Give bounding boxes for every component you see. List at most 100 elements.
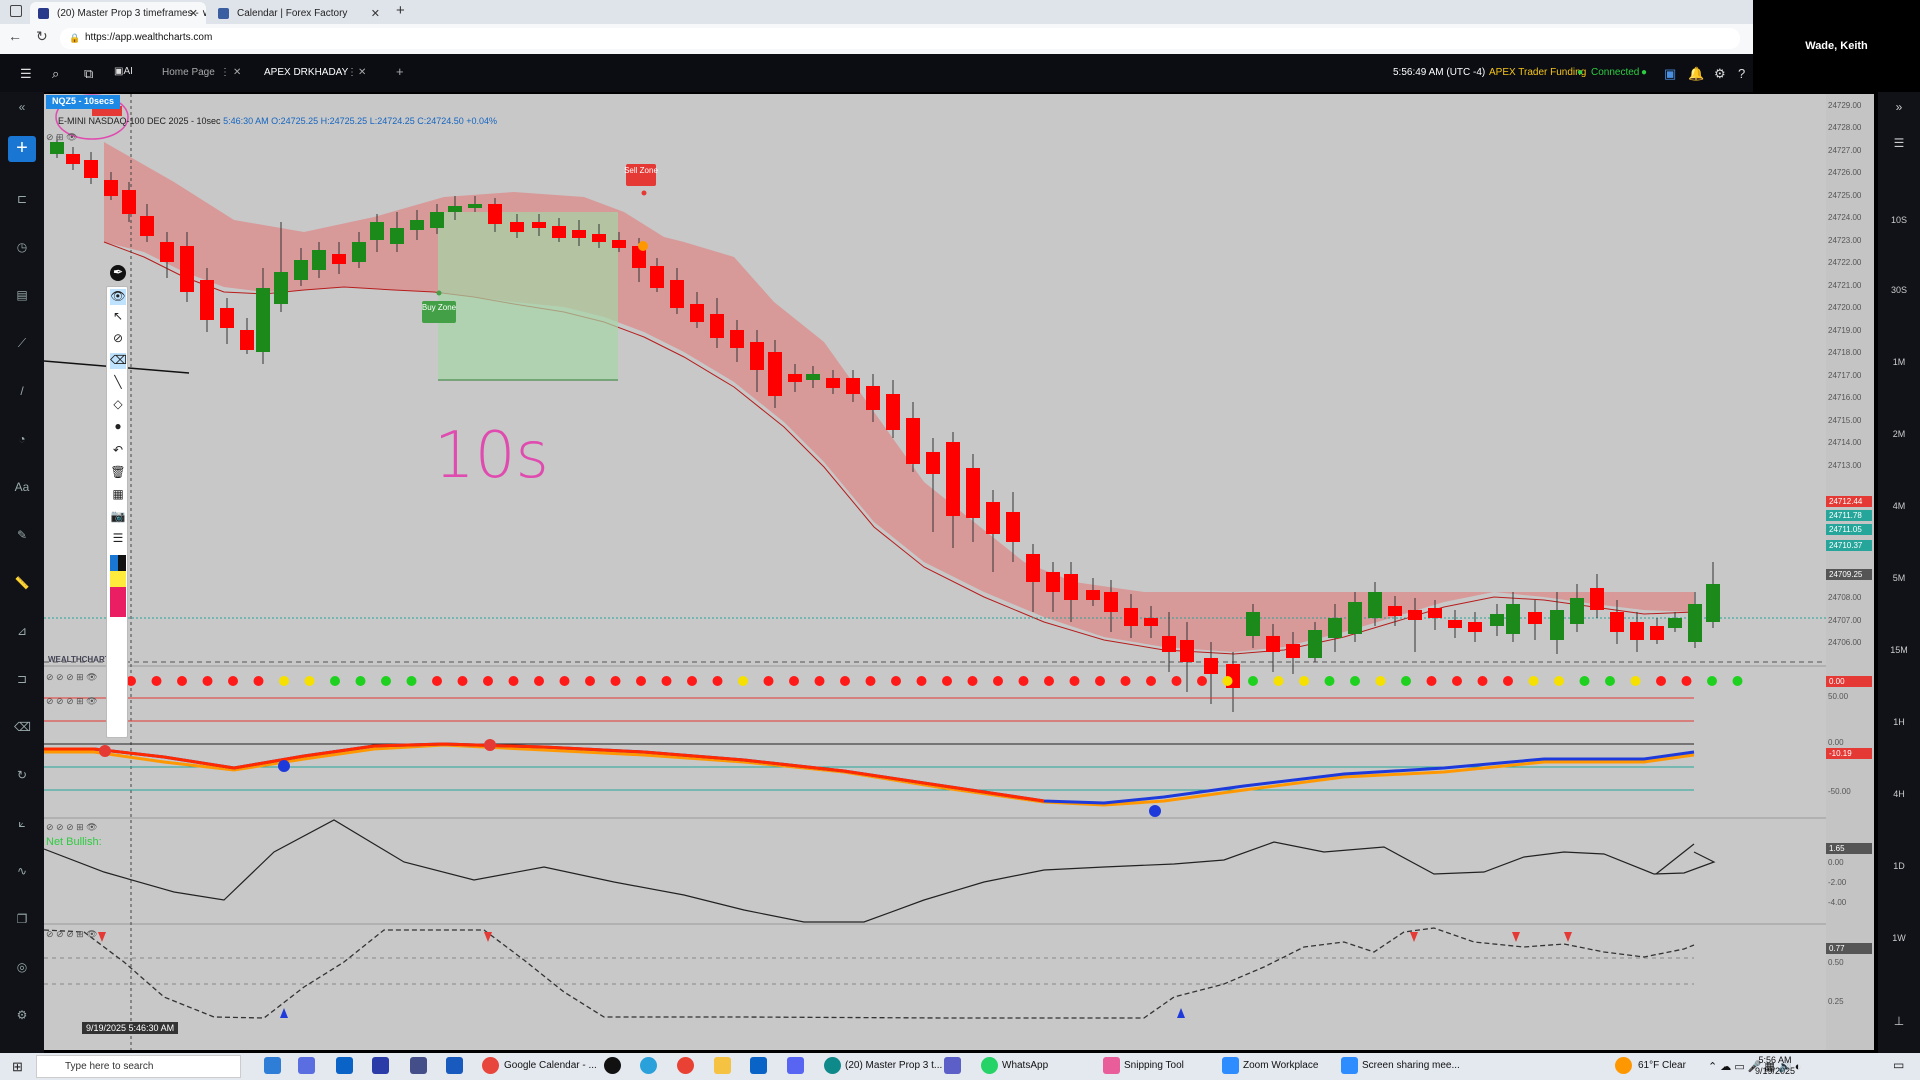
taskbar-snipping-tool[interactable]: Snipping Tool xyxy=(1124,1060,1184,1071)
layout-icon[interactable]: ⊐ xyxy=(16,672,28,686)
copilot-icon[interactable] xyxy=(298,1057,315,1074)
timeframe-5m[interactable]: 5M xyxy=(1892,573,1906,583)
hamburger-menu-icon[interactable]: ☰ xyxy=(20,66,32,81)
eraser-icon[interactable]: ⌫ xyxy=(14,720,31,734)
taskbar-search-input[interactable]: Type here to search xyxy=(36,1055,241,1078)
notes-icon[interactable]: ☰ xyxy=(112,531,124,545)
window-menu-icon[interactable] xyxy=(10,5,22,17)
timeframe-4m[interactable]: 4M xyxy=(1892,501,1906,511)
pen-tool-icon[interactable]: ✒ xyxy=(110,265,126,281)
timeframe-4h[interactable]: 4H xyxy=(1893,789,1905,799)
taskbar-zoom-workplace[interactable]: Zoom Workplace xyxy=(1243,1060,1319,1071)
tab-menu-icon[interactable]: ⋮ xyxy=(347,67,357,78)
outlook-new-icon[interactable] xyxy=(750,1057,767,1074)
color-swatch-yellow[interactable] xyxy=(110,571,126,587)
taskbar-screen-sharing[interactable]: Screen sharing mee... xyxy=(1362,1060,1460,1071)
timeframe-30s[interactable]: 30S xyxy=(1890,285,1907,295)
ind2-controls[interactable]: ⊘ ⊘ ⊘ ⊞ 👁 xyxy=(46,696,98,706)
new-tab-icon[interactable]: + xyxy=(396,2,405,19)
notification-center-icon[interactable]: ▭ xyxy=(1893,1058,1905,1072)
timeframe-1w[interactable]: 1W xyxy=(1892,933,1906,943)
outlook-icon[interactable] xyxy=(336,1057,353,1074)
clock-icon[interactable]: ◷ xyxy=(16,240,28,254)
settings-gear-icon[interactable]: ⚙ xyxy=(1714,66,1726,81)
watchlist-icon[interactable]: ☰ xyxy=(1893,136,1905,150)
close-tab-icon[interactable]: ✕ xyxy=(188,7,198,20)
search-icon[interactable]: ⌕ xyxy=(52,66,60,81)
cursor-icon[interactable]: ↖ xyxy=(112,309,124,323)
timeframe-10s[interactable]: 10S xyxy=(1890,215,1907,225)
snipping-tool-icon[interactable] xyxy=(1103,1057,1120,1074)
url-field[interactable]: https://app.wealthcharts.com xyxy=(60,28,1740,49)
measure-icon[interactable]: ⊿ xyxy=(16,624,28,638)
eraser-icon[interactable]: ◇ xyxy=(113,397,123,411)
target-icon[interactable]: ◎ xyxy=(16,960,28,974)
layers-icon[interactable]: ⧉ xyxy=(84,66,94,81)
add-button[interactable]: + xyxy=(8,136,36,162)
task-view-icon[interactable] xyxy=(264,1057,281,1074)
taskbar-master-prop[interactable]: (20) Master Prop 3 t... xyxy=(845,1060,943,1071)
browser-tab-active[interactable]: (20) Master Prop 3 timeframes - ∨ ✕ xyxy=(30,2,206,24)
firefox-icon[interactable] xyxy=(482,1057,499,1074)
save-icon[interactable]: ▣ xyxy=(1664,66,1677,81)
timeframe-2m[interactable]: 2M xyxy=(1892,429,1906,439)
close-tab-icon[interactable]: ✕ xyxy=(358,67,367,78)
symbol-tag[interactable]: NQZ5 - 10secs xyxy=(46,95,121,109)
tab-apex-drkhaday[interactable]: APEX DRKHADAY xyxy=(264,67,349,78)
price-chart-canvas[interactable]: Sell Zone Buy Zone 10s xyxy=(44,92,1878,1053)
weather-text[interactable]: 61°F Clear xyxy=(1638,1060,1686,1071)
ind4-controls[interactable]: ⊘ ⊘ ⊘ ⊞ 👁 xyxy=(46,929,98,939)
trash-icon[interactable]: 🗑 xyxy=(110,465,126,479)
file-explorer-icon[interactable] xyxy=(714,1057,731,1074)
help-icon[interactable]: ? xyxy=(1738,66,1746,81)
indicator-icon[interactable]: ⟀ xyxy=(18,816,26,830)
strategy-icon[interactable]: ∿ xyxy=(16,864,28,878)
word-icon[interactable] xyxy=(446,1057,463,1074)
trend-icon[interactable]: ⟋ xyxy=(17,336,27,350)
telegram-icon[interactable] xyxy=(640,1057,657,1074)
close-tab-icon[interactable]: ✕ xyxy=(233,67,242,78)
whatsapp-icon[interactable] xyxy=(981,1057,998,1074)
settings-icon[interactable]: ⚙ xyxy=(16,1008,28,1022)
timeframe-1m[interactable]: 1M xyxy=(1892,357,1906,367)
teams-icon[interactable] xyxy=(410,1057,427,1074)
reload-icon[interactable]: ↻ xyxy=(36,28,48,44)
undo-icon[interactable]: ↶ xyxy=(112,443,124,457)
taskbar-whatsapp[interactable]: WhatsApp xyxy=(1002,1060,1049,1071)
timeframe-1d[interactable]: 1D xyxy=(1893,861,1905,871)
windows-start-icon[interactable]: ⊞ xyxy=(12,1059,23,1074)
visibility-eye-icon[interactable]: 👁 xyxy=(110,289,126,305)
marker-off-icon[interactable]: ⊘ xyxy=(112,331,124,345)
pen-app-icon[interactable] xyxy=(604,1057,621,1074)
notification-bell-icon[interactable]: 🔔 xyxy=(1688,66,1705,81)
zoom-share-icon[interactable] xyxy=(1341,1057,1358,1074)
visual-studio-icon[interactable] xyxy=(372,1057,389,1074)
bottom-tool-icon[interactable]: ⊥ xyxy=(1893,1014,1905,1028)
back-arrow-icon[interactable]: ← xyxy=(8,28,22,44)
ruler-icon[interactable]: 📏 xyxy=(14,576,30,590)
line-tool-icon[interactable]: / xyxy=(20,384,24,398)
chart-icon[interactable]: ⊏ xyxy=(16,192,28,206)
calendar-icon[interactable]: ▤ xyxy=(16,288,28,302)
copy-icon[interactable]: ❐ xyxy=(16,912,28,926)
eraser-tool-icon[interactable]: ⌫ xyxy=(110,353,127,369)
add-tab-icon[interactable]: + xyxy=(396,64,404,79)
zoom-icon[interactable] xyxy=(1222,1057,1239,1074)
discord-icon[interactable] xyxy=(787,1057,804,1074)
shapes-icon[interactable]: ◔ xyxy=(18,432,26,446)
tab-home-page[interactable]: Home Page xyxy=(162,67,215,78)
camera-icon[interactable]: 📷 xyxy=(110,509,126,523)
tab-menu-icon[interactable]: ⋮ xyxy=(220,67,230,78)
close-tab-icon[interactable]: ✕ xyxy=(370,7,380,20)
dot-size-icon[interactable]: ● xyxy=(114,419,122,433)
ind1-controls[interactable]: ⊘ ⊘ ⊘ ⊞ 👁 xyxy=(46,672,98,682)
stamp-icon[interactable]: ▦ xyxy=(112,487,124,501)
timeframe-1h[interactable]: 1H xyxy=(1893,717,1905,727)
color-swatch-pink[interactable] xyxy=(110,587,126,617)
color-swatch-blue[interactable] xyxy=(110,555,126,571)
pencil-icon[interactable]: ✎ xyxy=(16,528,28,542)
ind3-controls[interactable]: ⊘ ⊘ ⊘ ⊞ 👁 xyxy=(46,822,98,832)
line-icon[interactable]: ╲ xyxy=(114,375,122,389)
edge-icon[interactable] xyxy=(824,1057,841,1074)
collapse-left-icon[interactable]: « xyxy=(18,100,26,114)
